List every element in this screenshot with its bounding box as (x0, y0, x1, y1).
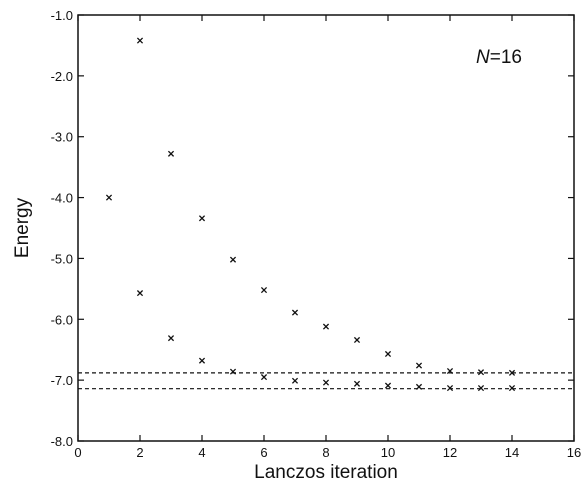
data-point-series-2 (291, 377, 299, 384)
data-point-series-2 (260, 374, 268, 381)
y-tick-label: -6.0 (51, 312, 73, 327)
data-point-series-1 (260, 287, 268, 294)
data-point-series-2 (384, 382, 392, 389)
data-point-series-1 (353, 336, 361, 344)
data-point-series-2 (508, 384, 516, 392)
data-point-series-1 (229, 256, 237, 263)
x-tick-label: 16 (567, 445, 581, 460)
y-tick-label: -8.0 (51, 434, 73, 449)
x-tick-label: 12 (443, 445, 457, 460)
axis-ticks (77, 14, 575, 442)
data-point-series-1 (477, 369, 485, 376)
x-tick-label: 10 (381, 445, 395, 460)
y-axis-title: Energy (12, 197, 33, 258)
data-point-series-2 (353, 380, 361, 387)
data-point-series-2 (167, 335, 175, 342)
data-point-series-1 (167, 150, 175, 157)
data-point-series-1 (446, 367, 454, 375)
y-tick-label: -1.0 (51, 8, 73, 23)
tick-labels: 0 2 4 6 8 10 12 14 16 -1.0 -2.0 -3.0 -4.0 -5.0 -6.0 -7.… (51, 8, 582, 460)
data-point-series-2 (136, 290, 144, 297)
x-tick-label: 4 (198, 445, 205, 460)
reference-lines (78, 372, 574, 390)
data-point-series-2 (415, 383, 423, 390)
data-point-series-1 (105, 194, 113, 201)
data-point-series-2 (198, 357, 206, 364)
data-point-series-2 (477, 384, 485, 392)
size-annotation: N=16 (476, 47, 522, 68)
data-point-series-1 (384, 350, 392, 358)
data-point-series-2 (322, 379, 330, 386)
data-markers (105, 37, 516, 392)
y-tick-label: -4.0 (51, 191, 73, 206)
data-point-series-1 (415, 362, 423, 369)
data-point-series-1 (322, 323, 330, 330)
data-point-series-1 (508, 369, 516, 376)
y-tick-label: -3.0 (51, 130, 73, 145)
annotation-value: =16 (490, 47, 522, 68)
x-axis-title: Lanczos iteration (254, 462, 398, 483)
y-tick-label: -2.0 (51, 69, 73, 84)
data-point-series-2 (446, 384, 454, 392)
x-tick-label: 2 (136, 445, 143, 460)
y-tick-label: -7.0 (51, 373, 73, 388)
x-tick-label: 8 (322, 445, 329, 460)
data-point-series-2 (229, 368, 237, 375)
x-tick-label: 0 (74, 445, 81, 460)
x-tick-label: 6 (260, 445, 267, 460)
data-point-series-1 (291, 309, 299, 316)
data-point-series-1 (198, 215, 206, 222)
x-tick-label: 14 (505, 445, 519, 460)
annotation-variable: N (476, 47, 490, 68)
data-point-series-1 (136, 37, 144, 44)
y-tick-label: -5.0 (51, 251, 73, 266)
